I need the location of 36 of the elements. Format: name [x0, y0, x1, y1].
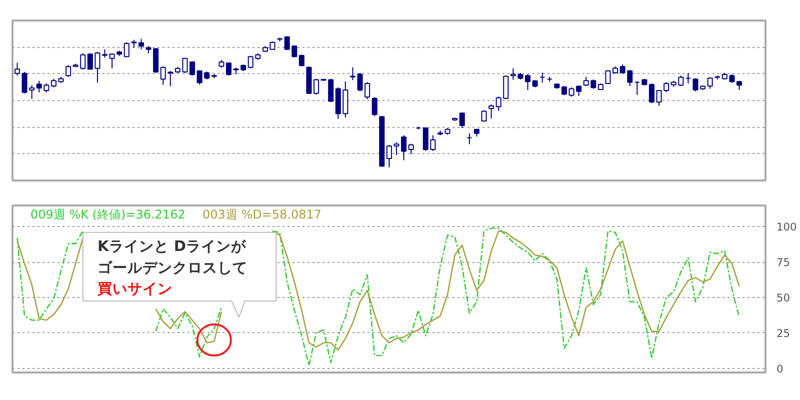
candlestick: [656, 90, 662, 106]
candlestick: [488, 104, 494, 119]
annotation: Kラインと Dラインが: [97, 238, 248, 256]
candlestick: [124, 42, 130, 58]
annotation: 買いサイン: [96, 280, 172, 298]
candlestick: [466, 132, 472, 145]
y-tick-label: 50: [776, 291, 790, 304]
candlestick: [372, 96, 378, 117]
candlestick: [692, 78, 698, 92]
candlestick: [540, 72, 546, 84]
candlestick: [109, 52, 115, 69]
candlestick: [66, 64, 72, 78]
series-label: 003週 %D=58.0817: [202, 208, 322, 222]
y-tick-label: 75: [776, 256, 790, 270]
candlestick: [685, 72, 691, 84]
candlestick: [386, 144, 392, 168]
series-label: 009週 %K (終値)=36.2162: [30, 208, 186, 222]
candlestick: [394, 142, 400, 156]
candlestick: [226, 62, 232, 76]
annotation: ゴールデンクロスして: [97, 259, 248, 276]
candlestick: [313, 78, 320, 96]
candlestick: [14, 62, 20, 76]
candlestick: [408, 143, 414, 155]
candlestick: [524, 74, 531, 91]
candlestick: [648, 82, 654, 104]
candlestick: [298, 54, 304, 67]
candlestick: [481, 110, 487, 122]
y-tick-label: 0: [776, 362, 784, 376]
y-tick-label: 100: [776, 220, 798, 234]
candlestick: [664, 82, 670, 92]
candlestick: [138, 38, 144, 50]
candlestick: [634, 80, 640, 96]
candlestick: [401, 134, 407, 161]
candlestick: [459, 112, 465, 129]
y-tick-label: 25: [776, 326, 790, 340]
candlestick: [190, 60, 196, 76]
